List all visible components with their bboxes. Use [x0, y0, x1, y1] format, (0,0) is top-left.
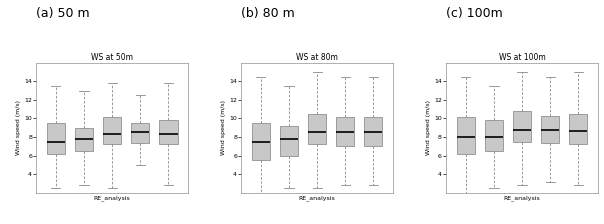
- Title: WS at 80m: WS at 80m: [296, 53, 338, 62]
- PathPatch shape: [47, 123, 65, 154]
- PathPatch shape: [457, 116, 475, 154]
- PathPatch shape: [252, 123, 270, 160]
- Text: (a) 50 m: (a) 50 m: [36, 7, 90, 20]
- Y-axis label: Wind speed (m/s): Wind speed (m/s): [222, 100, 226, 155]
- Title: WS at 100m: WS at 100m: [499, 53, 545, 62]
- PathPatch shape: [131, 123, 149, 143]
- PathPatch shape: [280, 126, 298, 155]
- PathPatch shape: [364, 116, 382, 146]
- Y-axis label: Wind speed (m/s): Wind speed (m/s): [16, 100, 21, 155]
- X-axis label: RE_analysis: RE_analysis: [504, 195, 541, 201]
- PathPatch shape: [336, 116, 355, 146]
- PathPatch shape: [159, 120, 178, 144]
- Text: (b) 80 m: (b) 80 m: [241, 7, 295, 20]
- Title: WS at 50m: WS at 50m: [91, 53, 133, 62]
- PathPatch shape: [103, 116, 121, 144]
- Y-axis label: Wind speed (m/s): Wind speed (m/s): [426, 100, 431, 155]
- PathPatch shape: [75, 128, 93, 151]
- X-axis label: RE_analysis: RE_analysis: [94, 195, 130, 201]
- PathPatch shape: [308, 114, 326, 144]
- Text: (c) 100m: (c) 100m: [446, 7, 503, 20]
- X-axis label: RE_analysis: RE_analysis: [299, 195, 335, 201]
- PathPatch shape: [541, 116, 559, 143]
- PathPatch shape: [569, 114, 588, 144]
- PathPatch shape: [485, 120, 503, 151]
- PathPatch shape: [513, 111, 531, 142]
